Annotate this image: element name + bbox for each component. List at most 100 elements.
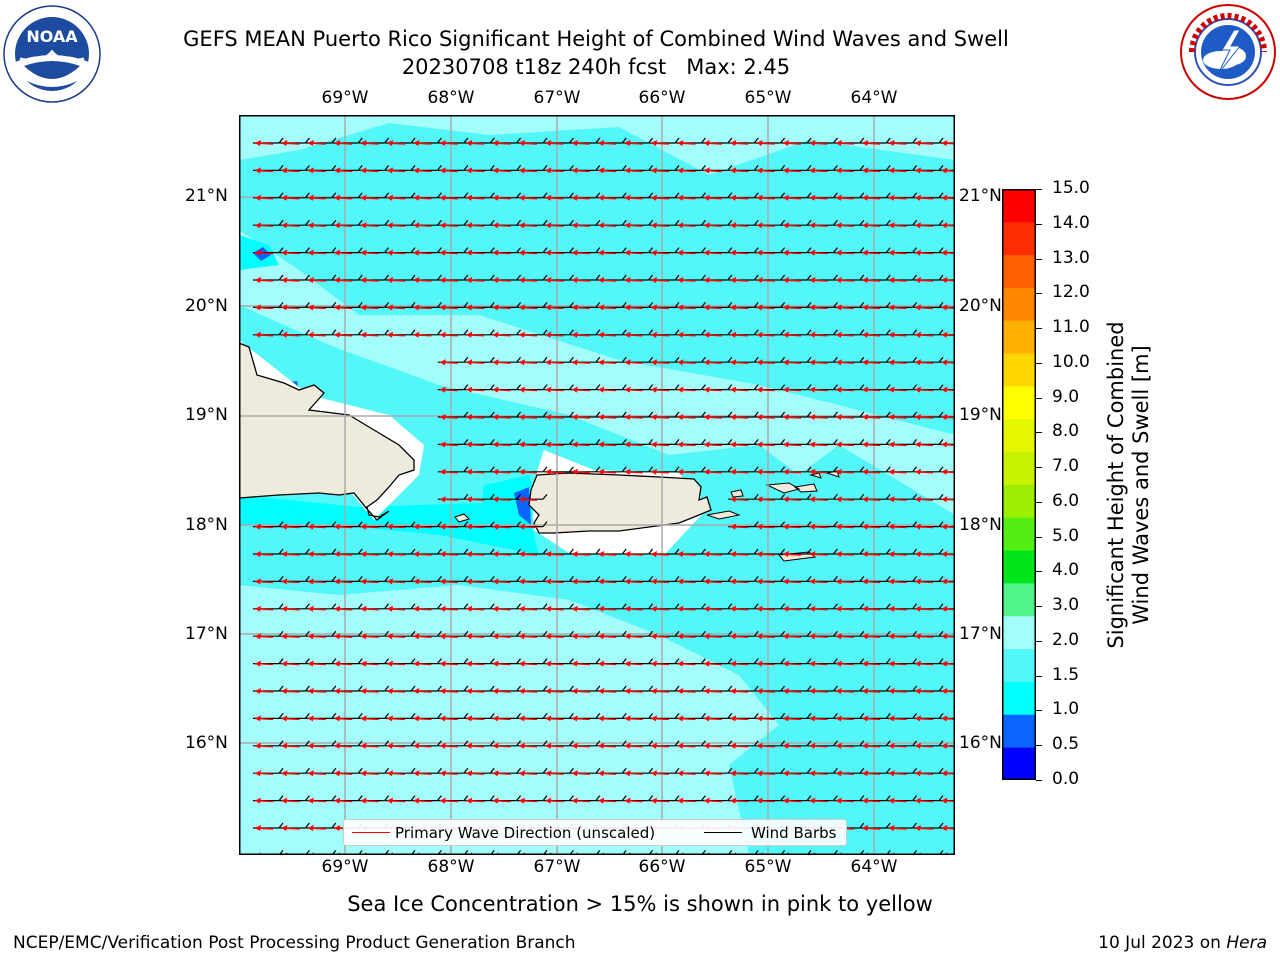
wave-direction-arrow — [307, 140, 326, 146]
wave-direction-arrow — [360, 605, 379, 612]
wave-direction-arrow — [466, 551, 485, 557]
wave-direction-arrow — [756, 331, 775, 338]
wave-direction-arrow — [413, 688, 432, 694]
wave-direction-arrow — [782, 688, 802, 694]
wave-direction-arrow — [281, 688, 300, 694]
wave-direction-arrow — [571, 688, 590, 694]
wave-direction-arrow — [413, 605, 432, 612]
wave-direction-arrow — [809, 331, 828, 338]
wave-direction-arrow — [941, 660, 955, 667]
lon-tick-top: 68°W — [427, 88, 475, 108]
wave-direction-arrow — [439, 277, 458, 283]
wave-direction-arrow — [386, 742, 406, 749]
wave-direction-arrow — [624, 797, 643, 804]
wave-direction-arrow — [756, 167, 775, 174]
wave-direction-arrow — [941, 797, 955, 804]
wave-direction-arrow — [571, 140, 590, 146]
wave-direction-arrow — [386, 797, 406, 804]
colorbar-tick-mark — [1036, 675, 1042, 677]
wave-direction-arrow — [941, 194, 955, 201]
wave-direction-arrow — [281, 167, 300, 174]
wave-direction-arrow — [466, 304, 485, 311]
wave-direction-arrow — [624, 304, 643, 311]
colorbar-cell — [1002, 550, 1036, 584]
wave-direction-arrow — [413, 797, 432, 804]
wave-direction-arrow — [730, 249, 749, 256]
wave-direction-arrow — [545, 386, 564, 393]
wave-direction-arrow — [413, 249, 432, 256]
wave-direction-arrow — [756, 496, 775, 503]
colorbar-tick-mark — [1036, 710, 1042, 712]
wave-direction-arrow — [941, 825, 955, 831]
wave-direction-arrow — [888, 167, 907, 174]
colorbar-cell — [1002, 681, 1036, 715]
colorbar-tick-mark — [1036, 328, 1042, 330]
lat-tick-left: 17°N — [185, 624, 228, 644]
wave-direction-arrow — [254, 770, 274, 777]
wave-direction-arrow — [809, 770, 828, 777]
wave-direction-arrow — [466, 578, 485, 585]
wave-direction-arrow — [703, 551, 722, 557]
wave-direction-arrow — [862, 770, 881, 777]
wave-direction-arrow — [571, 249, 590, 256]
wave-direction-arrow — [545, 605, 564, 612]
wave-direction-arrow — [703, 742, 722, 749]
colorbar-tick-mark — [1036, 780, 1042, 781]
wave-direction-arrow — [756, 605, 775, 612]
wave-direction-arrow — [518, 277, 538, 283]
wave-direction-arrow — [439, 523, 458, 530]
wave-direction-arrow — [914, 441, 934, 448]
wave-direction-arrow — [386, 715, 406, 722]
wave-direction-arrow — [466, 468, 485, 475]
wave-direction-arrow — [624, 222, 643, 229]
wave-direction-arrow — [941, 249, 955, 256]
wave-direction-arrow — [862, 359, 881, 366]
wave-direction-arrow — [941, 468, 955, 475]
wave-direction-arrow — [571, 331, 590, 338]
wave-direction-arrow — [518, 660, 538, 667]
wave-direction-arrow — [545, 140, 564, 146]
colorbar-cell — [1002, 615, 1036, 650]
wave-direction-arrow — [598, 194, 617, 201]
wave-direction-arrow — [571, 194, 590, 201]
wave-height-contour — [239, 230, 955, 515]
wave-direction-arrow — [466, 797, 485, 804]
wave-direction-arrow — [466, 633, 485, 640]
wave-direction-arrow — [518, 414, 538, 420]
wave-direction-arrow — [598, 688, 617, 694]
wave-direction-arrow — [888, 523, 907, 530]
wave-direction-arrow — [334, 167, 353, 174]
wave-direction-arrow — [914, 167, 934, 174]
wave-direction-arrow — [360, 304, 379, 311]
colorbar-tick-mark — [1036, 606, 1042, 608]
wave-direction-arrow — [386, 140, 406, 146]
wave-direction-arrow — [782, 359, 802, 366]
wave-direction-arrow — [254, 277, 274, 283]
wave-direction-arrow — [677, 222, 696, 229]
wave-direction-arrow — [677, 441, 696, 448]
wave-direction-arrow — [334, 797, 353, 804]
wave-direction-arrow — [730, 770, 749, 777]
wave-direction-arrow — [888, 277, 907, 283]
lat-tick-left: 21°N — [185, 186, 228, 206]
wave-direction-arrow — [782, 222, 802, 229]
legend-barb-label: Wind Barbs — [751, 824, 837, 842]
wave-direction-arrow — [307, 660, 326, 667]
wave-direction-arrow — [941, 496, 955, 503]
wave-direction-arrow — [650, 277, 670, 283]
wave-direction-arrow — [914, 496, 934, 503]
wave-direction-arrow — [281, 633, 300, 640]
wave-direction-arrow — [360, 660, 379, 667]
legend-barb-line — [704, 832, 742, 833]
wave-direction-arrow — [862, 742, 881, 749]
wave-direction-arrow — [598, 797, 617, 804]
wave-direction-arrow — [254, 331, 274, 338]
wave-direction-arrow — [862, 304, 881, 311]
colorbar-tick-mark — [1036, 571, 1042, 573]
wave-direction-arrow — [624, 468, 643, 475]
wave-direction-arrow — [518, 441, 538, 448]
wave-direction-arrow — [624, 359, 643, 366]
wave-direction-arrow — [254, 140, 274, 146]
wave-direction-arrow — [624, 167, 643, 174]
wave-direction-arrow — [862, 386, 881, 393]
